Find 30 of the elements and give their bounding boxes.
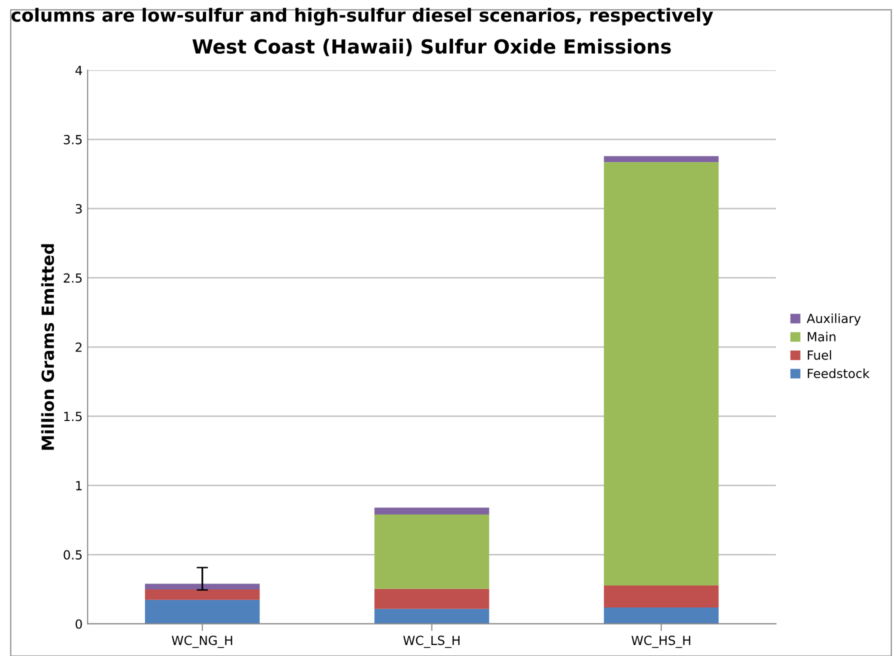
- bar: [374, 588, 490, 609]
- bar: [604, 586, 719, 608]
- y-tick-label: 3: [76, 204, 82, 214]
- y-tick-label: 4: [75, 66, 82, 75]
- legend-label: Auxiliary: [806, 313, 861, 326]
- bar: [374, 608, 490, 624]
- bar: [374, 508, 490, 515]
- bar: [604, 162, 719, 586]
- legend-label: Main: [808, 332, 836, 342]
- y-axis-title: Million Grams Emitted: [41, 244, 54, 450]
- bar: [144, 600, 260, 624]
- bar: [144, 584, 260, 590]
- x-tick-label: WC_HS_H: [632, 636, 690, 648]
- bar: [604, 156, 719, 162]
- x-tick-label: WC_NG_H: [172, 636, 232, 648]
- y-tick-label: 2: [76, 342, 82, 352]
- y-tick-label: 0.5: [64, 550, 82, 560]
- y-tick-label: 1.5: [64, 412, 82, 422]
- y-tick-label: 3.5: [64, 134, 82, 144]
- x-tick-label: WC_LS_H: [403, 636, 460, 648]
- text: columns are low-sulfur and high-sulfur diesel scenarios, respectively: [12, 8, 714, 26]
- legend-label: Feedstock: [808, 368, 870, 378]
- bar: [144, 590, 260, 600]
- bar: [604, 608, 719, 624]
- legend-label: Fuel: [808, 350, 832, 360]
- y-tick-label: 1: [76, 481, 82, 490]
- chart-title: West Coast (Hawaii) Sulfur Oxide Emissions: [192, 38, 671, 56]
- bar: [374, 514, 490, 589]
- y-tick-label: 0: [76, 619, 82, 629]
- y-tick-label: 2.5: [64, 273, 82, 283]
